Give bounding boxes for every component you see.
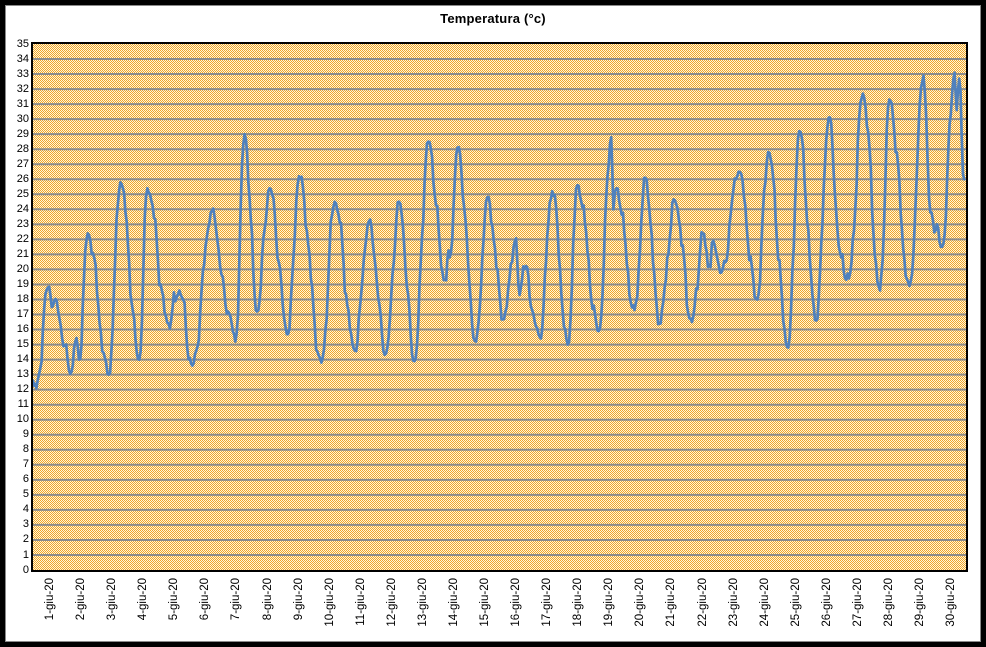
y-axis-label: 32 [16,82,29,95]
x-axis-label: 18-giu-20 [572,578,585,627]
y-axis-label: 22 [16,232,29,245]
x-axis-label: 3-giu-20 [106,578,119,621]
y-axis-label: 9 [22,428,29,441]
x-axis-label: 8-giu-20 [261,578,274,621]
x-axis-label: 23-giu-20 [727,578,740,627]
x-axis-label: 9-giu-20 [292,578,305,621]
x-axis-label: 5-giu-20 [168,578,181,621]
y-axis-label: 14 [16,353,29,366]
y-axis-label: 16 [16,323,29,335]
y-axis-label: 18 [16,293,29,305]
y-axis-label: 33 [16,67,29,80]
x-axis-label: 16-giu-20 [510,578,523,627]
y-axis-label: 35 [16,37,29,50]
x-axis-label: 4-giu-20 [137,578,150,621]
x-axis-label: 29-giu-20 [914,578,926,627]
x-axis-label: 27-giu-20 [851,578,864,627]
x-axis-label: 2-giu-20 [75,578,88,621]
x-axis-label: 25-giu-20 [789,578,802,627]
y-axis-label: 7 [22,458,29,471]
y-axis-label: 31 [16,97,29,110]
y-axis-label: 28 [16,142,29,155]
x-axis-label: 24-giu-20 [758,578,771,627]
x-axis-label: 21-giu-20 [665,578,678,627]
x-axis-label: 7-giu-20 [230,578,243,621]
y-axis-label: 15 [16,338,29,351]
y-axis-label: 27 [16,157,29,170]
x-axis-label: 11-giu-20 [354,578,367,626]
y-axis-label: 23 [16,217,29,230]
x-axis-label: 22-giu-20 [696,578,709,627]
y-axis-label: 29 [16,127,29,140]
y-axis-label: 21 [16,247,29,260]
y-axis-label: 11 [17,398,29,411]
y-axis-label: 13 [16,368,29,381]
y-axis-label: 25 [16,187,29,200]
y-axis-label: 1 [22,548,29,561]
y-axis-label: 20 [16,262,29,275]
chart-canvas [33,58,966,556]
y-axis-label: 2 [22,533,29,546]
plot-area [31,42,968,572]
y-axis-label: 5 [22,488,29,501]
y-axis-label: 19 [16,278,29,290]
x-axis-label: 17-giu-20 [541,578,554,627]
x-axis-label: 20-giu-20 [634,578,647,627]
y-axis-label: 24 [16,202,29,215]
y-axis-label: 0 [22,563,29,576]
x-axis-label: 28-giu-20 [882,578,895,627]
x-axis-label: 14-giu-20 [447,578,460,627]
x-axis-label: 19-giu-20 [603,578,616,627]
y-axis-label: 26 [16,172,29,185]
temperature-series-line [33,71,966,390]
y-axis-label: 8 [22,443,29,456]
x-axis-label: 13-giu-20 [416,578,429,627]
y-axis-label: 17 [16,308,29,320]
x-axis-label: 6-giu-20 [199,578,212,621]
y-axis-label: 3 [22,518,29,531]
x-axis-label: 10-giu-20 [323,578,336,627]
y-axis-label: 4 [22,503,29,516]
x-axis-label: 30-giu-20 [945,578,957,627]
y-axis-label: 6 [22,473,29,486]
x-axis-label: 12-giu-20 [385,578,398,627]
x-axis-label: 15-giu-20 [479,578,491,627]
x-axis-label: 26-giu-20 [820,578,833,627]
x-axis-label: 1-giu-20 [44,578,56,621]
y-axis-label: 10 [16,413,29,426]
y-axis-label: 12 [16,383,29,396]
y-axis-label: 30 [16,112,29,125]
y-axis-label: 34 [16,52,29,65]
chart-title: Temperatura (°c) [440,11,546,26]
